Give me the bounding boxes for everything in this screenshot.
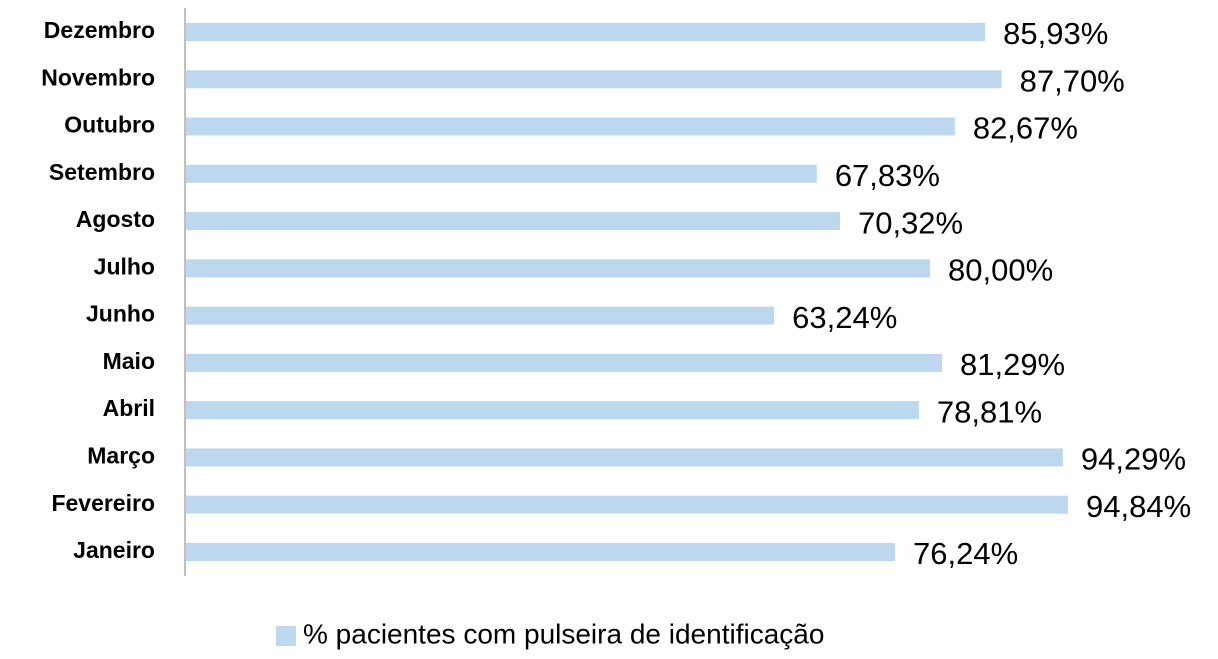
y-tick-label: Novembro	[41, 64, 155, 90]
data-label: 81,29%	[960, 347, 1065, 382]
bar	[186, 542, 896, 561]
y-tick-label: Setembro	[49, 159, 155, 185]
legend-label: % pacientes com pulseira de identificaçã…	[303, 618, 824, 649]
data-label: 85,93%	[1003, 16, 1108, 51]
data-label: 63,24%	[792, 300, 897, 335]
y-tick-label: Outubro	[64, 112, 155, 138]
data-label: 78,81%	[937, 394, 1042, 429]
bar	[186, 401, 919, 420]
y-tick-label: Janeiro	[73, 537, 155, 563]
data-label: 80,00%	[948, 253, 1053, 288]
y-tick-label: Fevereiro	[51, 490, 155, 516]
bar	[186, 495, 1069, 514]
legend-swatch	[276, 626, 296, 646]
data-label: 82,67%	[973, 111, 1078, 146]
bar	[186, 117, 955, 136]
bar	[186, 70, 1002, 89]
bar	[186, 448, 1063, 467]
data-label: 76,24%	[913, 536, 1018, 571]
data-label: 70,32%	[858, 205, 963, 240]
y-tick-label: Maio	[103, 348, 155, 374]
bar	[186, 306, 775, 325]
bar	[186, 212, 840, 231]
bar	[186, 23, 986, 41]
bar	[186, 353, 942, 372]
data-label: 94,84%	[1086, 489, 1191, 524]
bar	[186, 164, 817, 183]
data-label: 94,29%	[1081, 442, 1186, 477]
y-tick-label: Agosto	[76, 206, 155, 232]
y-tick-label: Junho	[86, 301, 155, 327]
y-tick-label: Abril	[103, 395, 155, 421]
y-tick-label: Dezembro	[44, 17, 155, 43]
data-label: 87,70%	[1020, 63, 1125, 98]
bar	[186, 259, 930, 278]
y-tick-label: Março	[87, 443, 155, 469]
data-label: 67,83%	[835, 158, 940, 193]
y-tick-label: Julho	[94, 253, 155, 279]
